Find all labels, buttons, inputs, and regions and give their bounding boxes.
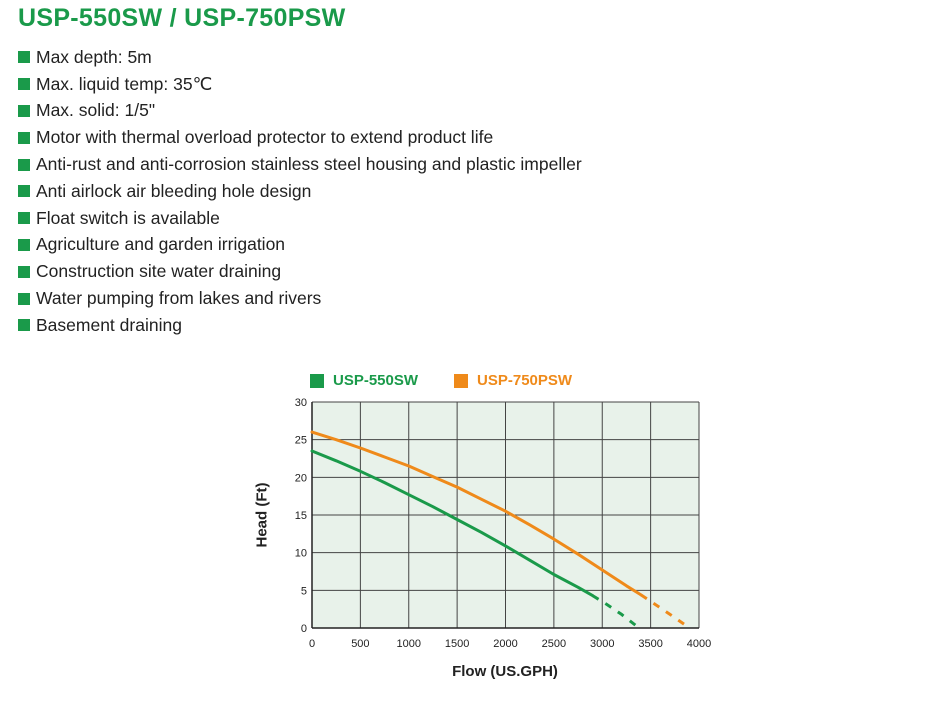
square-bullet-icon <box>18 158 30 171</box>
page-title: USP-550SW / USP-750PSW <box>18 4 346 32</box>
y-tick-label: 30 <box>295 397 307 409</box>
feature-text: Anti airlock air bleeding hole design <box>36 180 312 201</box>
list-item: Agriculture and garden irrigation <box>18 232 582 259</box>
list-item: Anti-rust and anti-corrosion stainless s… <box>18 151 582 178</box>
square-bullet-icon <box>18 292 30 305</box>
list-item: Construction site water draining <box>18 258 582 285</box>
square-bullet-icon <box>18 104 30 117</box>
legend-label: USP-750PSW <box>477 372 573 389</box>
legend-item-usp-550sw: USP-550SW <box>310 372 418 389</box>
square-bullet-icon <box>18 131 30 144</box>
list-item: Basement draining <box>18 312 582 339</box>
y-tick-label: 25 <box>295 435 307 447</box>
feature-text: Max. solid: 1/5" <box>36 100 156 121</box>
x-tick-label: 3500 <box>638 638 662 650</box>
x-tick-label: 2000 <box>493 638 517 650</box>
y-tick-label: 10 <box>295 548 307 560</box>
list-item: Max. liquid temp: 35℃ <box>18 71 582 98</box>
x-axis-label: Flow (US.GPH) <box>452 663 558 680</box>
y-tick-label: 0 <box>301 623 307 635</box>
x-tick-label: 0 <box>309 638 315 650</box>
legend-swatch-orange <box>454 373 469 388</box>
series-line-usp-550sw <box>310 449 595 598</box>
x-tick-label: 500 <box>351 638 369 650</box>
y-axis-label: Head (Ft) <box>253 482 271 548</box>
legend-swatch-green <box>310 373 324 388</box>
feature-text: Agriculture and garden irrigation <box>36 234 286 255</box>
feature-text: Anti-rust and anti-corrosion stainless s… <box>36 154 582 175</box>
feature-text: Max depth: 5m <box>36 46 152 67</box>
chart-legend: USP-550SW USP-750PSW <box>310 372 608 389</box>
feature-text: Max. liquid temp: 35℃ <box>36 73 213 94</box>
x-tick-label: 2500 <box>542 638 566 650</box>
list-item: Max depth: 5m <box>18 44 582 71</box>
square-bullet-icon <box>18 238 30 251</box>
x-tick-label: 1000 <box>397 638 421 650</box>
list-item: Float switch is available <box>18 205 582 232</box>
square-bullet-icon <box>18 185 30 198</box>
feature-text: Float switch is available <box>36 207 220 228</box>
square-bullet-icon <box>18 51 30 64</box>
y-tick-label: 15 <box>295 510 307 522</box>
x-tick-label: 3000 <box>590 638 614 650</box>
square-bullet-icon <box>18 212 30 225</box>
square-bullet-icon <box>18 78 30 91</box>
feature-text: Water pumping from lakes and rivers <box>36 288 322 309</box>
y-tick-label: 20 <box>295 472 307 484</box>
series-dashed-extension-usp-750psw <box>640 593 689 628</box>
feature-text: Basement draining <box>36 314 182 335</box>
list-item: Water pumping from lakes and rivers <box>18 285 582 312</box>
series-line-usp-750psw <box>310 430 643 597</box>
legend-item-usp-750psw: USP-750PSW <box>454 372 572 389</box>
feature-list: Max depth: 5m Max. liquid temp: 35℃ Max.… <box>18 44 582 339</box>
square-bullet-icon <box>18 265 30 278</box>
list-item: Anti airlock air bleeding hole design <box>18 178 582 205</box>
list-item: Motor with thermal overload protector to… <box>18 124 582 151</box>
y-tick-label: 5 <box>301 585 307 597</box>
x-tick-label: 1500 <box>445 638 469 650</box>
feature-text: Construction site water draining <box>36 261 282 282</box>
legend-label: USP-550SW <box>333 372 419 389</box>
square-bullet-icon <box>18 319 30 332</box>
list-item: Max. solid: 1/5" <box>18 98 582 125</box>
feature-text: Motor with thermal overload protector to… <box>36 127 494 148</box>
x-tick-label: 4000 <box>687 638 711 650</box>
